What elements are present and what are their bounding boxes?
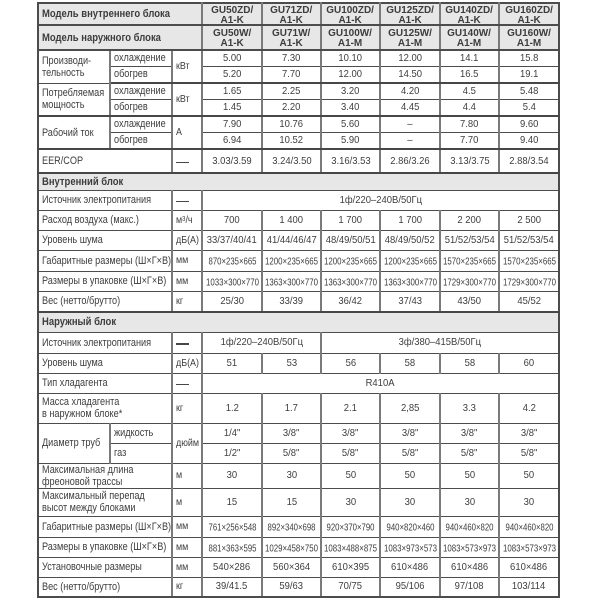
svg-text:920×370×790: 920×370×790 bbox=[327, 523, 375, 534]
svg-text:940×820×460: 940×820×460 bbox=[386, 523, 434, 534]
svg-text:1083×973×573: 1083×973×573 bbox=[384, 543, 437, 554]
svg-text:1200×235×665: 1200×235×665 bbox=[324, 257, 377, 268]
svg-text:940×460×820: 940×460×820 bbox=[505, 523, 553, 534]
svg-text:1029×458×750: 1029×458×750 bbox=[265, 543, 318, 554]
svg-text:1033×300×770: 1033×300×770 bbox=[206, 277, 259, 288]
svg-text:892×340×698: 892×340×698 bbox=[268, 523, 316, 534]
svg-text:870×235×665: 870×235×665 bbox=[208, 257, 256, 268]
svg-text:1083×573×973: 1083×573×973 bbox=[443, 543, 496, 554]
svg-text:1083×573×973: 1083×573×973 bbox=[503, 543, 556, 554]
svg-text:1363×300×770: 1363×300×770 bbox=[384, 277, 437, 288]
svg-text:1363×300×770: 1363×300×770 bbox=[324, 277, 377, 288]
svg-text:761×256×548: 761×256×548 bbox=[208, 523, 256, 534]
svg-text:1200×235×665: 1200×235×665 bbox=[265, 257, 318, 268]
svg-text:940×460×820: 940×460×820 bbox=[446, 523, 494, 534]
svg-text:1729×300×770: 1729×300×770 bbox=[443, 277, 496, 288]
svg-text:1570×235×665: 1570×235×665 bbox=[443, 257, 496, 268]
svg-text:1729×300×770: 1729×300×770 bbox=[503, 277, 556, 288]
svg-text:1200×235×665: 1200×235×665 bbox=[384, 257, 437, 268]
svg-text:881×363×595: 881×363×595 bbox=[208, 543, 256, 554]
svg-text:1570×235×665: 1570×235×665 bbox=[503, 257, 556, 268]
svg-text:1083×488×875: 1083×488×875 bbox=[324, 543, 377, 554]
svg-text:1363×300×770: 1363×300×770 bbox=[265, 277, 318, 288]
